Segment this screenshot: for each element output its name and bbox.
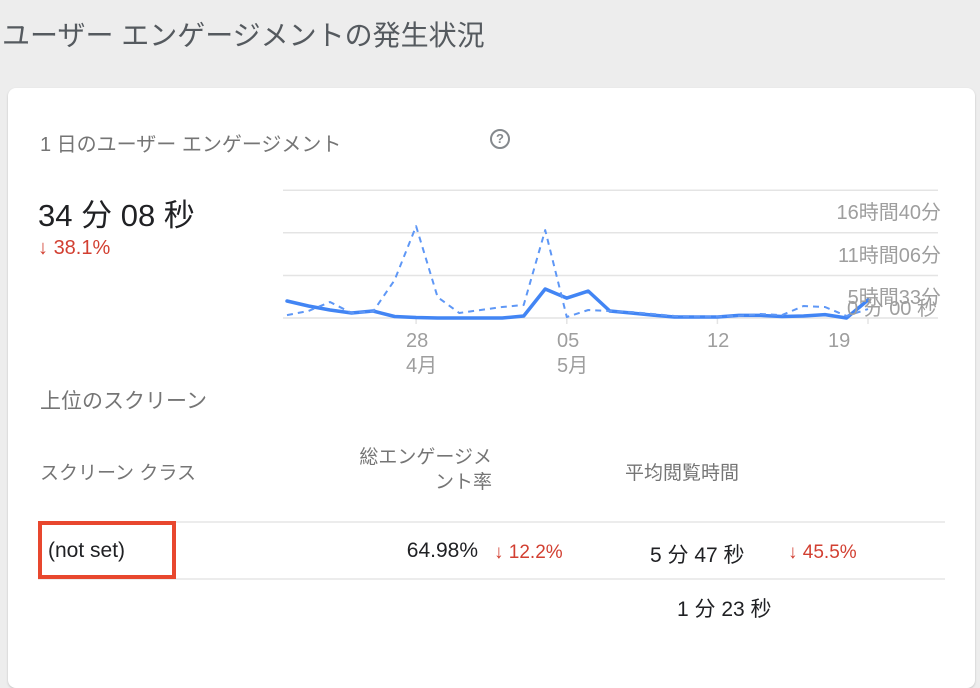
x-axis-label-group: 19: [828, 329, 850, 354]
x-axis-day: 28: [406, 330, 429, 352]
column-header-engagement-rate: 総エンゲージメ ント率: [359, 447, 492, 493]
x-axis-day: 12: [707, 330, 730, 352]
section-title: 上位のスクリーン: [40, 390, 207, 413]
down-arrow-icon: ↓: [788, 542, 798, 563]
help-icon[interactable]: ?: [490, 129, 510, 149]
metric-delta-value: 38.1%: [53, 237, 111, 259]
column-header-screen-class: スクリーン クラス: [40, 463, 196, 484]
x-axis-month: 4月: [406, 355, 438, 377]
engagement-card: 1 日のユーザー エンゲージメント ? 34 分 08 秒 ↓ 38.1% 16…: [8, 88, 975, 688]
highlight-box: [38, 521, 176, 579]
x-axis-day: 19: [828, 330, 851, 352]
cell-engagement-delta: ↓ 12.2%: [494, 542, 563, 563]
table-divider: [38, 521, 945, 523]
card-title: 1 日のユーザー エンゲージメント: [40, 134, 342, 156]
page-title: ユーザー エンゲージメントの発生状況: [2, 20, 485, 51]
table-divider: [38, 578, 945, 580]
cell-avg-view-time: 5 分 47 秒: [650, 544, 745, 567]
x-axis-month: 5月: [557, 355, 589, 377]
down-arrow-icon: ↓: [38, 237, 48, 259]
y-axis-label-max: 16時間40分: [836, 202, 942, 224]
engagement-chart-svg[interactable]: [275, 183, 965, 333]
metric-delta: ↓ 38.1%: [38, 237, 110, 260]
down-arrow-icon: ↓: [494, 542, 504, 563]
cell-screen-class: (not set): [48, 539, 126, 562]
metric-value: 34 分 08 秒: [38, 198, 195, 233]
y-axis-label-mid2: 11時間06分: [837, 245, 941, 267]
cell-view-time-delta: ↓ 45.5%: [788, 542, 857, 563]
y-axis-label-mid1: 5時間33分: [847, 287, 941, 309]
x-axis-label-group: 28 4月: [406, 329, 437, 379]
column-header-avg-view-time: 平均閲覧時間: [625, 463, 740, 484]
y-axis-label-zero: 0 分 00 秒: [846, 298, 937, 320]
x-axis-label-group: 05 5月: [557, 329, 588, 379]
x-axis-day: 05: [557, 330, 580, 352]
x-axis-label-group: 12: [707, 329, 729, 354]
cell-engagement-rate: 64.98%: [406, 539, 478, 562]
